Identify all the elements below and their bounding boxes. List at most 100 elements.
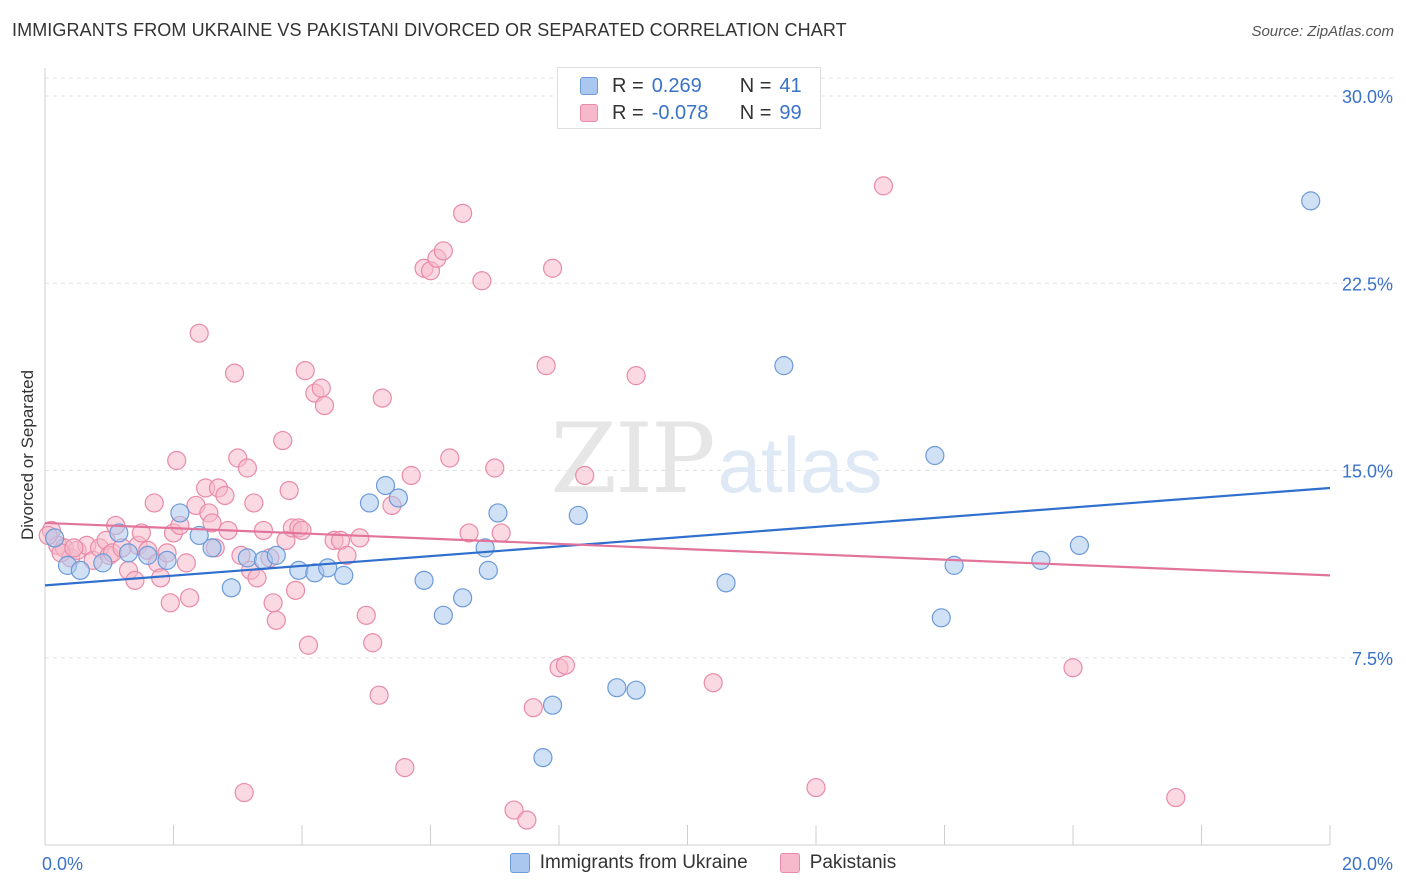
x-tick-label-1: 20.0% (1342, 854, 1393, 874)
ukraine-point-15 (289, 560, 309, 580)
pakistani-point-40 (234, 782, 254, 803)
ukraine-point-22 (414, 570, 434, 590)
legend-swatch-pakistanis (580, 104, 598, 122)
pakistani-point-14 (125, 570, 145, 590)
pakistani-point-16 (131, 523, 151, 543)
ukraine-point-20 (375, 475, 396, 496)
pakistani-point-26 (176, 553, 196, 573)
pakistani-point-48 (266, 610, 286, 630)
pakistani-point-93 (873, 176, 894, 196)
pakistani-point-60 (314, 395, 335, 416)
series-label-pakistanis: Pakistanis (809, 852, 897, 873)
ukraine-point-26 (478, 560, 498, 580)
pakistani-point-53 (285, 580, 306, 600)
pakistani-point-27 (179, 588, 200, 608)
axes (44, 68, 1331, 846)
ukraine-point-11 (221, 578, 241, 598)
series-label-ukraine: Immigrants from Ukraine (539, 852, 748, 873)
pakistani-point-63 (337, 545, 357, 565)
ukraine-point-34 (774, 356, 794, 376)
ukraine-point-14 (266, 545, 286, 565)
ukraine-point-21 (388, 488, 408, 508)
ukraine-point-8 (170, 503, 190, 523)
legend-swatch-ukraine (580, 77, 598, 95)
series-legend: Immigrants from Ukraine Pakistanis (0, 852, 1406, 874)
legend-row-ukraine: R = 0.269 N = 41 (580, 74, 802, 98)
chart-title: IMMIGRANTS FROM UKRAINE VS PAKISTANI DIV… (12, 20, 847, 40)
legend-r-value: 0.269 (651, 74, 702, 97)
legend-r-label: R = (612, 74, 644, 97)
ukraine-point-33 (716, 573, 736, 593)
pakistani-point-88 (555, 655, 576, 675)
pakistani-point-79 (472, 271, 492, 291)
pakistani-point-75 (433, 241, 453, 261)
stats-legend: R = 0.269 N = 41 R = -0.078 N = 99 (557, 67, 821, 129)
pakistani-point-49 (273, 430, 293, 451)
y-tick-label-2: 22.5% (1342, 274, 1393, 294)
pakistani-point-95 (1166, 787, 1186, 808)
pakistani-point-85 (536, 356, 556, 376)
pakistani-point-45 (253, 520, 274, 541)
pakistani-trend-line (44, 521, 1331, 577)
pakistani-point-43 (244, 493, 264, 513)
ukraine-point-19 (359, 493, 380, 513)
ukraine-point-23 (433, 605, 453, 625)
ukraine-point-3 (93, 553, 113, 573)
ukraine-point-28 (542, 695, 563, 715)
pakistani-point-77 (453, 203, 473, 223)
pakistani-point-83 (517, 810, 537, 830)
series-swatch-pakistanis (779, 853, 800, 873)
series-legend-ukraine[interactable]: Immigrants from Ukraine (509, 852, 748, 874)
ukraine-point-17 (318, 558, 338, 578)
pakistani-point-65 (356, 605, 376, 625)
pakistani-point-86 (542, 258, 563, 278)
ukraine-point-32 (626, 680, 646, 700)
ukraine-point-6 (138, 545, 158, 565)
ukraine-point-12 (237, 548, 257, 568)
ukraine-point-0 (45, 528, 65, 548)
ukraine-point-27 (488, 503, 508, 523)
y-tick-label-1: 15.0% (1342, 462, 1393, 482)
series-legend-pakistanis[interactable]: Pakistanis (779, 852, 897, 874)
ukraine-point-4 (109, 523, 129, 543)
ukraine-point-10 (202, 538, 222, 558)
ukraine-point-29 (533, 748, 553, 768)
pakistani-point-24 (167, 450, 187, 471)
y-tick-label-3: 30.0% (1342, 87, 1393, 107)
pakistani-point-51 (279, 480, 299, 501)
ukraine-point-39 (1069, 535, 1090, 556)
tick-labels: 7.5% 15.0% 22.5% 30.0% 0.0% 20.0% (42, 87, 1393, 874)
legend-row-pakistanis: R = -0.078 N = 99 (580, 101, 802, 125)
legend-r-value: -0.078 (651, 101, 709, 124)
ukraine-point-38 (1031, 550, 1051, 570)
pakistani-point-22 (160, 593, 180, 613)
watermark-zip: ZIP (550, 403, 713, 515)
ukraine-trend-line (44, 486, 1331, 587)
series-swatch-ukraine (509, 853, 530, 873)
watermark: ZIP atlas (550, 403, 882, 515)
legend-n-value: 41 (779, 74, 802, 97)
pakistani-point-32 (202, 513, 222, 533)
pakistani-point-44 (247, 568, 267, 588)
pakistani-point-67 (369, 685, 389, 705)
pakistani-point-56 (295, 361, 315, 381)
pakistani-point-91 (703, 673, 723, 693)
pakistani-point-76 (440, 448, 460, 468)
data-points (38, 176, 1321, 830)
legend-r-label: R = (612, 101, 644, 124)
pakistani-point-41 (237, 458, 257, 478)
ukraine-point-31 (607, 678, 627, 698)
pakistani-point-82 (504, 800, 524, 820)
ukraine-point-7 (157, 550, 177, 570)
ukraine-point-30 (568, 505, 588, 526)
pakistani-point-98 (64, 538, 84, 558)
ukraine-point-18 (334, 565, 354, 585)
pakistani-point-59 (311, 378, 331, 398)
pakistani-point-68 (372, 388, 392, 408)
pakistani-point-29 (189, 323, 209, 343)
pakistani-point-89 (575, 465, 595, 486)
pakistani-point-37 (224, 363, 245, 383)
pakistani-point-47 (263, 593, 283, 613)
legend-n-value: 99 (779, 101, 802, 124)
